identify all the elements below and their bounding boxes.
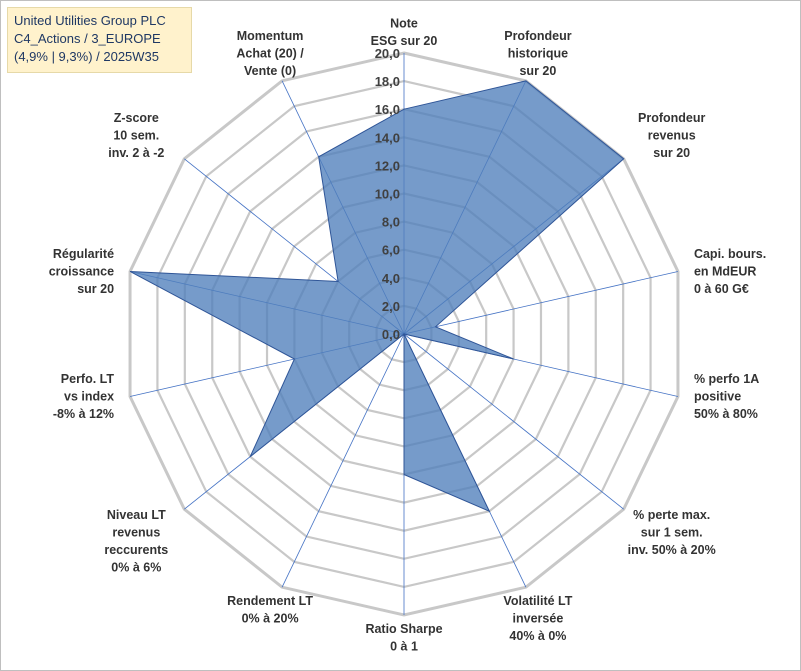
tick-label: 8,0 xyxy=(382,215,400,230)
axis-spoke xyxy=(281,333,405,588)
tick-label: 2,0 xyxy=(382,299,400,314)
axis-spoke xyxy=(403,271,679,335)
title-category: C4_Actions / 3_EUROPE xyxy=(14,31,161,46)
chart-title-box: United Utilities Group PLC C4_Actions / … xyxy=(7,7,192,73)
axis-label: Rendement LT 0% à 20% xyxy=(227,594,313,626)
title-metrics: (4,9% | 9,3%) / 2025W35 xyxy=(14,49,160,64)
axis-label: Profondeur revenus sur 20 xyxy=(638,111,705,160)
axis-label: Perfo. LT vs index -8% à 12% xyxy=(53,372,115,421)
axis-label: Profondeur historique sur 20 xyxy=(504,29,571,78)
tick-label: 0,0 xyxy=(382,327,400,342)
axis-label: Ratio Sharpe 0 à 1 xyxy=(365,622,442,654)
tick-label: 6,0 xyxy=(382,243,400,258)
tick-label: 18,0 xyxy=(375,74,400,89)
axis-label: Capi. bours. en MdEUR 0 à 60 G€ xyxy=(694,247,766,296)
axis-label: % perfo 1A positive 50% à 80% xyxy=(694,372,759,421)
tick-label: 14,0 xyxy=(375,130,400,145)
axis-label: Z-score 10 sem. inv. 2 à -2 xyxy=(108,111,164,160)
tick-label: 20,0 xyxy=(375,46,400,61)
axis-spoke xyxy=(403,333,624,510)
axis-label: % perte max. sur 1 sem. inv. 50% à 20% xyxy=(628,508,716,557)
data-series-area xyxy=(129,80,625,513)
tick-label: 10,0 xyxy=(375,187,400,202)
axis-label: Note ESG sur 20 xyxy=(371,17,438,49)
axis-label: Niveau LT revenus reccurents 0% à 6% xyxy=(104,508,168,575)
axis-label: Régularité croissance sur 20 xyxy=(49,247,114,296)
tick-label: 16,0 xyxy=(375,102,400,117)
axis-label: Volatilité LT inversée 40% à 0% xyxy=(503,594,572,643)
title-company: United Utilities Group PLC xyxy=(14,13,166,28)
tick-label: 4,0 xyxy=(382,271,400,286)
tick-label: 12,0 xyxy=(375,158,400,173)
axis-label: Momentum Achat (20) / Vente (0) xyxy=(236,29,304,78)
